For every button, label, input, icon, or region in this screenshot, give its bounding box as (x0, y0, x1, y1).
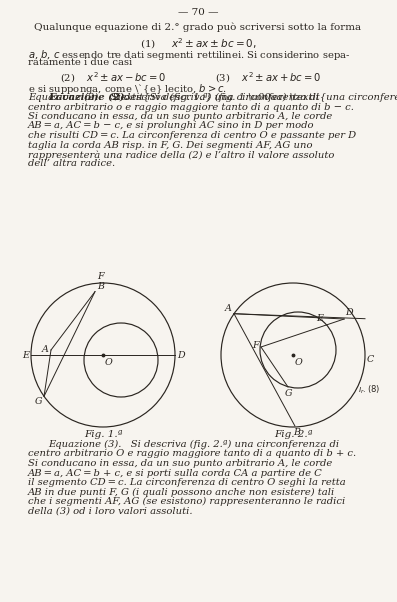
Text: Equazione (3).   Si descriva (fig. 2.ª) una circonferenza di: Equazione (3). Si descriva (fig. 2.ª) un… (48, 440, 339, 449)
Text: O: O (295, 358, 303, 367)
Text: (2)    $x^2 \pm ax - bc = 0$: (2) $x^2 \pm ax - bc = 0$ (60, 70, 166, 85)
Text: rappresenterà una radice della (2) e l’altro il valore assoluto: rappresenterà una radice della (2) e l’a… (28, 150, 334, 160)
Text: che i segmenti AF, AG (se esistono) rappresenteranno le radici: che i segmenti AF, AG (se esistono) rapp… (28, 497, 345, 506)
Text: (1)     $x^2 \pm ax \pm bc = 0,$: (1) $x^2 \pm ax \pm bc = 0,$ (140, 36, 256, 51)
Text: Qualunque equazione di 2.° grado può scriversi sotto la forma: Qualunque equazione di 2.° grado può scr… (35, 22, 362, 31)
Text: AB in due punti F, G (i quali possono anche non esistere) tali: AB in due punti F, G (i quali possono an… (28, 488, 335, 497)
Text: B: B (97, 282, 104, 291)
Text: — 70 —: — 70 — (178, 8, 218, 17)
Text: AB = a, AC = b − c, e si prolunghi AC sino in D per modo: AB = a, AC = b − c, e si prolunghi AC si… (28, 122, 314, 131)
Text: della (3) od i loro valori assoluti.: della (3) od i loro valori assoluti. (28, 506, 193, 515)
Text: E: E (22, 350, 29, 359)
Text: il segmento CD = c. La circonferenza di centro O seghi la retta: il segmento CD = c. La circonferenza di … (28, 478, 346, 487)
Text: D: D (177, 350, 185, 359)
Text: F: F (252, 341, 259, 350)
Text: D: D (345, 308, 353, 317)
Text: F: F (97, 272, 103, 281)
Text: (3)    $x^2 \pm ax + bc = 0$: (3) $x^2 \pm ax + bc = 0$ (215, 70, 322, 85)
Text: C: C (367, 355, 374, 364)
Text: AB = a, AC = b + c, e si porti sulla corda CA a partire de C: AB = a, AC = b + c, e si porti sulla cor… (28, 468, 323, 477)
Text: Si conducano in essa, da un suo punto arbitrario A, le corde: Si conducano in essa, da un suo punto ar… (28, 459, 332, 468)
Text: O: O (105, 358, 113, 367)
Text: Si conducano in essa, da un suo punto arbitrario A, le corde: Si conducano in essa, da un suo punto ar… (28, 112, 332, 121)
Text: G: G (35, 397, 42, 406)
Text: Eɢᴜazione (2).: Eɢᴜazione (2). (48, 93, 128, 102)
Text: ratamente i due casi: ratamente i due casi (28, 58, 132, 67)
Text: $\imath_r . (8)$: $\imath_r . (8)$ (358, 384, 380, 397)
Text: taglia la corda AB risp. in F, G. Dei segmenti AF, AG uno: taglia la corda AB risp. in F, G. Dei se… (28, 140, 312, 149)
Text: centro arbitrario ᴏ e raggio maggiore tanto di a quanto di b − c.: centro arbitrario ᴏ e raggio maggiore ta… (28, 102, 354, 111)
Text: dell’ altra radice.: dell’ altra radice. (28, 160, 115, 169)
Text: Fig. 1.ª: Fig. 1.ª (84, 430, 122, 439)
Text: E: E (316, 314, 323, 323)
Text: \textit{Si descriva} (fig. 1.\u00aa) \textit{una circonferenza di}: \textit{Si descriva} (fig. 1.\u00aa) \te… (110, 93, 397, 102)
Text: A: A (225, 303, 232, 312)
Text: Fig. 2.ª: Fig. 2.ª (274, 430, 312, 439)
Text: G: G (285, 389, 293, 398)
Text: che risulti CD = c. La circonferenza di centro O e passante per D: che risulti CD = c. La circonferenza di … (28, 131, 356, 140)
Text: Equazione (2).   Si descriva (fig. 1.ª) una circonferenza di: Equazione (2). Si descriva (fig. 1.ª) un… (28, 93, 319, 102)
Text: $a$, $b$, $c$ essendo tre dati segmenti rettilinei. Si considerino sepa-: $a$, $b$, $c$ essendo tre dati segmenti … (28, 48, 351, 62)
Text: centro arbitrario O e raggio maggiore tanto di a quanto di b + c.: centro arbitrario O e raggio maggiore ta… (28, 450, 356, 459)
Text: A: A (42, 346, 49, 355)
Text: B: B (293, 428, 301, 437)
Text: e si supponga, come \`{e} lecito, $b > c$.: e si supponga, come \`{e} lecito, $b > c… (28, 82, 227, 96)
